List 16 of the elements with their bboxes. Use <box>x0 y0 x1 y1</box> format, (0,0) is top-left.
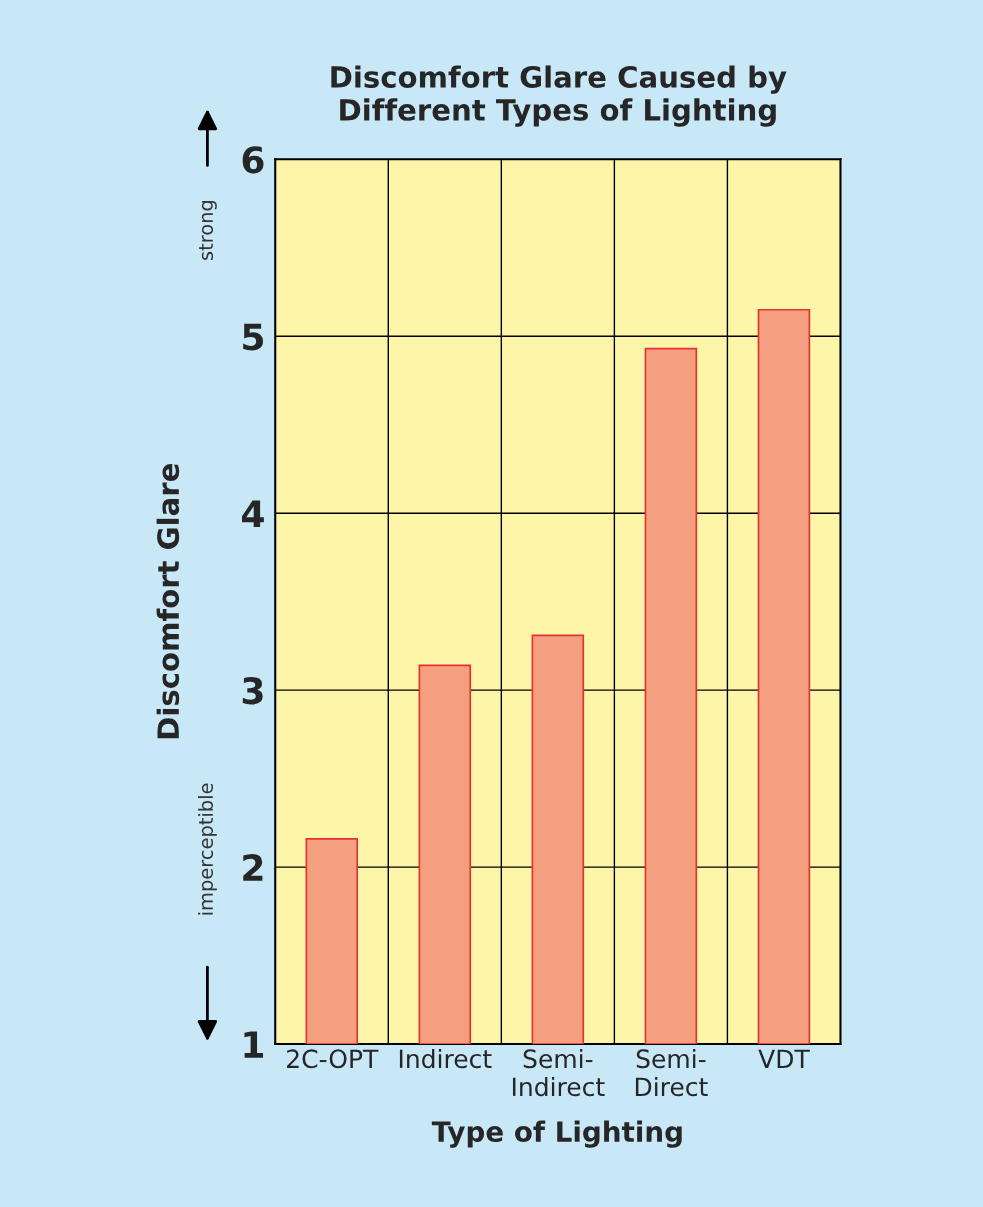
x-axis-title: Type of Lighting <box>431 1120 682 1148</box>
y-tick-label: 4 <box>242 500 264 527</box>
y-tick-label: 5 <box>243 323 263 351</box>
x-tick-label: Indirect <box>399 1048 492 1069</box>
x-tick-label: VDT <box>758 1049 810 1068</box>
y-tick-label: 3 <box>242 677 263 705</box>
x-tick-label: Semi- Indirect <box>512 1048 605 1097</box>
y-axis-title: Discomfort Glare <box>156 463 180 739</box>
x-tick-label: Semi- Direct <box>635 1048 708 1097</box>
chart-title: Discomfort Glare Caused by Different Types of Lighting <box>331 65 787 127</box>
y-tick-label: 2 <box>243 854 263 881</box>
y-tick-label: 6 <box>242 146 264 174</box>
text: imperceptible <box>198 783 217 915</box>
y-tick-label: 1 <box>244 1031 264 1058</box>
text: strong <box>199 200 217 260</box>
x-tick-label: 2C-OPT <box>287 1049 379 1069</box>
